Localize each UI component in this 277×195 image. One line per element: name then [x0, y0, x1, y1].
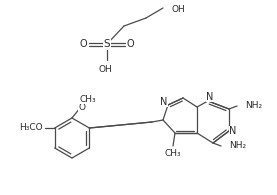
Text: NH₂: NH₂ — [245, 100, 262, 110]
Text: OH: OH — [171, 4, 185, 13]
Text: N: N — [160, 97, 168, 107]
Text: O: O — [126, 39, 134, 49]
Text: S: S — [104, 39, 110, 49]
Text: CH₃: CH₃ — [80, 95, 96, 104]
Text: O: O — [78, 103, 86, 112]
Text: N: N — [229, 126, 237, 136]
Text: O: O — [79, 39, 87, 49]
Text: N: N — [206, 92, 214, 102]
Text: H₃CO: H₃CO — [19, 123, 42, 132]
Text: OH: OH — [98, 65, 112, 74]
Text: CH₃: CH₃ — [165, 149, 181, 158]
Text: NH₂: NH₂ — [229, 142, 246, 151]
